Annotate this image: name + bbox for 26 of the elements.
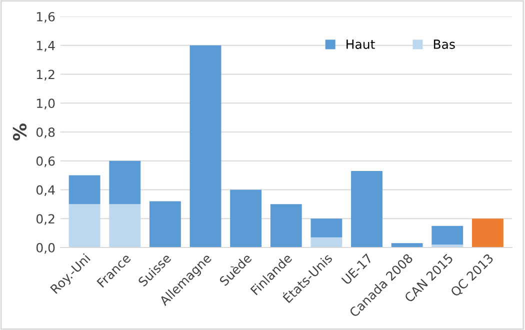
bar: [190, 45, 222, 248]
y-tick-label: 0,6: [36, 156, 55, 168]
y-tick-label: 1,4: [37, 41, 55, 52]
y-tick-label: 1,6: [37, 12, 55, 23]
bar: [432, 226, 464, 245]
y-tick-label: 1,0: [37, 98, 55, 110]
y-tick-label: 0,4: [36, 185, 55, 196]
bar: [310, 237, 342, 248]
y-tick-label: 0,8: [36, 127, 55, 138]
bar: [68, 175, 100, 204]
bar: [109, 204, 141, 248]
y-tick-label: 1,2: [37, 70, 54, 80]
legend-label: Haut: [346, 40, 375, 49]
bar: [149, 201, 181, 248]
y-axis-title: %: [12, 124, 27, 140]
bar: [472, 218, 504, 248]
bar: [391, 243, 423, 248]
bar: [230, 190, 262, 248]
bar: [310, 218, 342, 238]
bar: [270, 204, 302, 248]
y-tick-label: 0,0: [36, 242, 55, 254]
bar: [351, 170, 382, 248]
y-tick-label: 0,2: [36, 214, 54, 225]
legend-label: Bas: [434, 40, 455, 49]
bar: [109, 160, 141, 204]
bar: [68, 204, 100, 248]
